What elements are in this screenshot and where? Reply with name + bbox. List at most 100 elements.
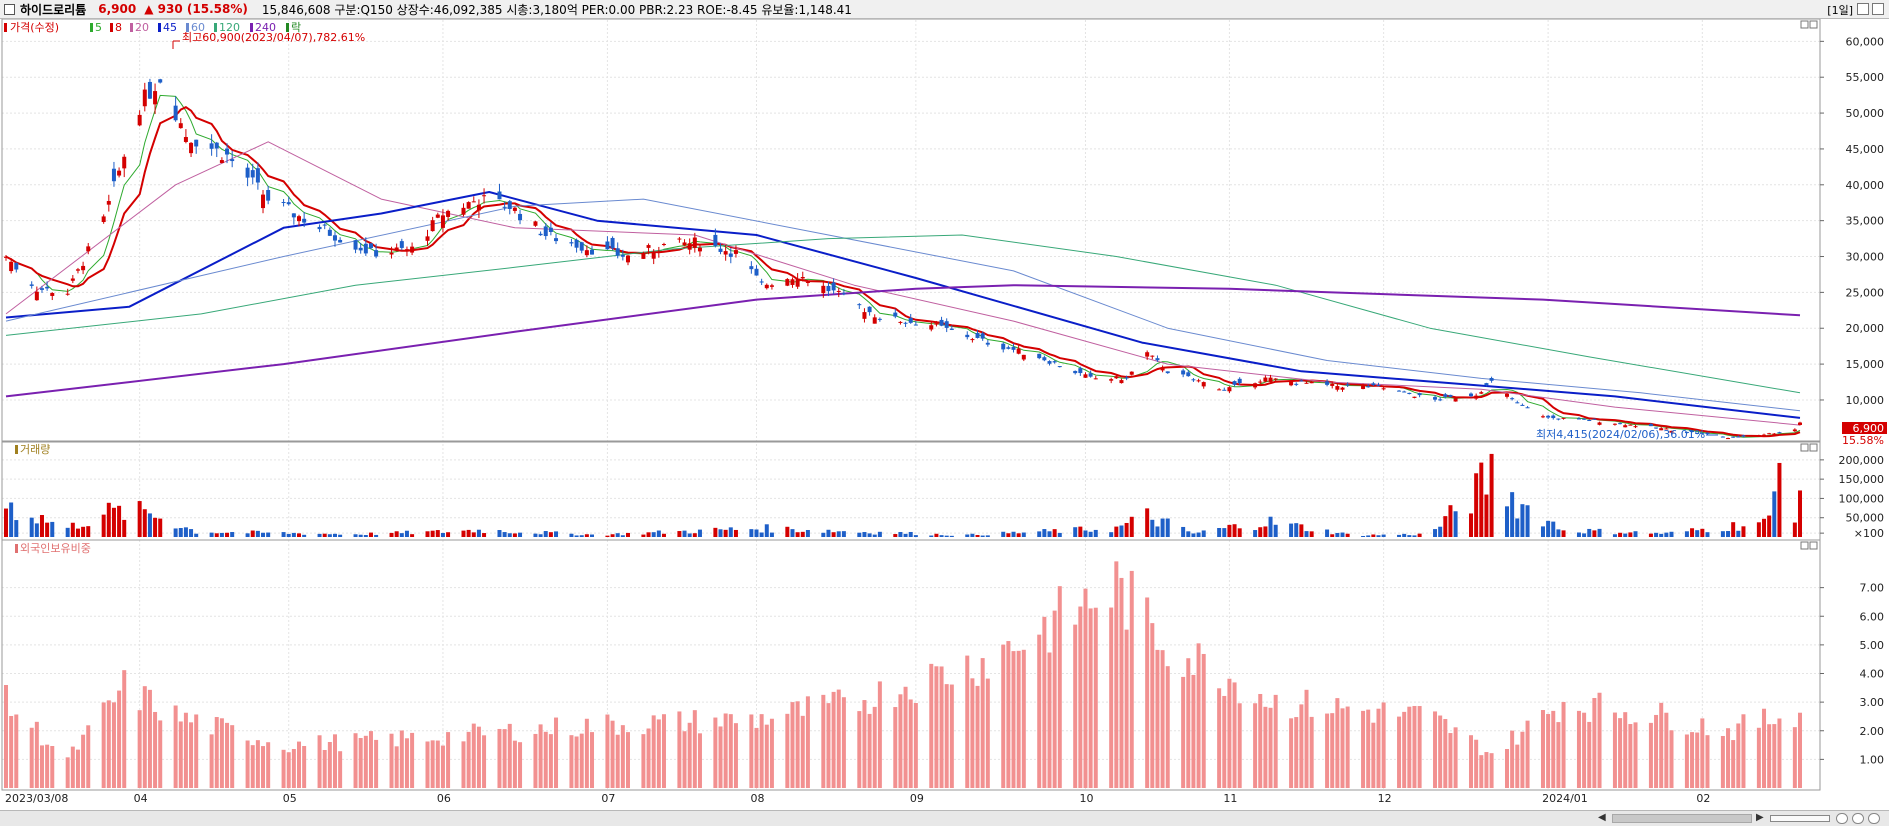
- pane-maximize-icon[interactable]: [1800, 443, 1809, 452]
- foreign-ratio-bar: [821, 694, 826, 788]
- foreign-ratio-bar: [1191, 674, 1196, 788]
- volume-bar: [1628, 532, 1633, 537]
- foreign-ratio-bar: [1777, 718, 1782, 788]
- foreign-ratio-bar: [1726, 728, 1731, 788]
- candle: [1124, 377, 1129, 379]
- candle: [106, 201, 111, 205]
- volume-bar: [404, 530, 409, 537]
- volume-bar: [898, 532, 903, 537]
- candle: [1556, 418, 1561, 420]
- candle: [1705, 432, 1710, 435]
- y-tick-label: 4.00: [1860, 668, 1885, 681]
- candle: [214, 142, 219, 149]
- volume-bar: [101, 514, 106, 537]
- volume-bar: [831, 532, 836, 537]
- candle: [1762, 434, 1767, 436]
- candle: [610, 237, 615, 249]
- candle: [867, 306, 872, 313]
- candle: [939, 319, 944, 326]
- candle: [1438, 399, 1443, 401]
- candle: [677, 238, 682, 240]
- x-tick-label: 09: [910, 792, 924, 805]
- foreign-ratio-bar: [939, 666, 944, 788]
- volume-bar: [646, 532, 651, 537]
- candle: [620, 254, 625, 257]
- volume-bar: [9, 502, 14, 537]
- volume-bar: [615, 533, 620, 537]
- candle: [374, 250, 379, 257]
- zoom-in-icon[interactable]: [1852, 813, 1864, 824]
- volume-bar: [1623, 533, 1628, 537]
- candle: [1525, 407, 1530, 409]
- candle: [1021, 354, 1026, 360]
- volume-bar: [1237, 528, 1242, 537]
- pane-close-icon[interactable]: [1809, 541, 1818, 550]
- candle: [1792, 429, 1797, 432]
- volume-bar: [1294, 523, 1299, 537]
- x-axis-labels: 2023/03/08 04 05 06 07 08 09 10 11 12 2024/01 02: [5, 792, 1710, 805]
- minimize-icon[interactable]: [1857, 3, 1869, 15]
- y-tick-label: 45,000: [1846, 143, 1885, 156]
- current-price-tag: 6,900 15.58%: [1842, 422, 1887, 447]
- volume-bar: [4, 508, 8, 537]
- select-checkbox[interactable]: [4, 3, 15, 15]
- zoom-slider[interactable]: [1770, 815, 1830, 822]
- volume-bar: [209, 532, 214, 537]
- stock-name[interactable]: 하이드로리튬: [20, 2, 87, 17]
- candle: [502, 206, 507, 208]
- pane-maximize-icon[interactable]: [1800, 541, 1809, 550]
- volume-bar: [1057, 532, 1062, 537]
- foreign-ratio-bar: [1222, 695, 1227, 788]
- candle: [795, 278, 800, 287]
- candle: [1726, 438, 1731, 440]
- volume-bar: [1448, 505, 1453, 537]
- foreign-ratio-bar: [34, 721, 39, 788]
- volume-bar: [117, 505, 122, 537]
- foreign-ratio-bar: [749, 714, 754, 788]
- candle: [826, 285, 831, 292]
- pane-close-icon[interactable]: [1809, 20, 1818, 29]
- candle: [507, 201, 512, 209]
- volume-bar: [1011, 531, 1016, 537]
- volume-bar: [934, 533, 939, 537]
- volume-bar: [158, 518, 163, 537]
- volume-bar: [50, 521, 55, 537]
- pane-close-icon[interactable]: [1809, 443, 1818, 452]
- volume-bar: [764, 524, 769, 537]
- candle: [1083, 374, 1088, 378]
- close-icon[interactable]: [1872, 3, 1884, 15]
- candle: [1361, 385, 1366, 389]
- scroll-right-icon[interactable]: ▶: [1756, 812, 1764, 823]
- volume-bar: [677, 531, 682, 537]
- stock-chart[interactable]: 10,000 15,000 20,000 25,000 30,000 35,000 40,0…: [0, 19, 1889, 810]
- foreign-ratio-bar: [404, 738, 409, 788]
- foreign-ratio-bar: [1510, 730, 1515, 788]
- candle: [1720, 436, 1725, 438]
- foreign-ratio-bar: [1325, 713, 1330, 788]
- candle: [1253, 383, 1258, 388]
- zoom-reset-icon[interactable]: [1868, 813, 1880, 824]
- foreign-ratio-bar: [1700, 718, 1705, 788]
- foreign-ratio-bar: [1705, 735, 1710, 788]
- scroll-thumb[interactable]: [1612, 814, 1752, 823]
- candle: [1155, 358, 1160, 361]
- y-tick-label: 5.00: [1860, 639, 1885, 652]
- scroll-left-icon[interactable]: ◀: [1598, 812, 1606, 823]
- foreign-ratio-bar: [497, 728, 502, 788]
- candle: [9, 261, 14, 272]
- foreign-ratio-bar: [1253, 703, 1258, 788]
- period-selector[interactable]: [1일]: [1827, 4, 1853, 17]
- chart-scrollbar[interactable]: ◀ ▶: [0, 810, 1889, 826]
- pane-maximize-icon[interactable]: [1800, 20, 1809, 29]
- volume-bar: [862, 532, 867, 537]
- foreign-ratio-bar: [898, 694, 903, 788]
- candle: [651, 251, 656, 259]
- candle: [425, 236, 430, 241]
- candle: [1695, 432, 1700, 434]
- zoom-out-icon[interactable]: [1836, 813, 1848, 824]
- volume-bar: [70, 522, 75, 537]
- foreign-ratio-bar: [795, 701, 800, 788]
- candle: [158, 79, 163, 83]
- candle: [548, 227, 553, 233]
- ma-legend-swatch: [214, 23, 217, 32]
